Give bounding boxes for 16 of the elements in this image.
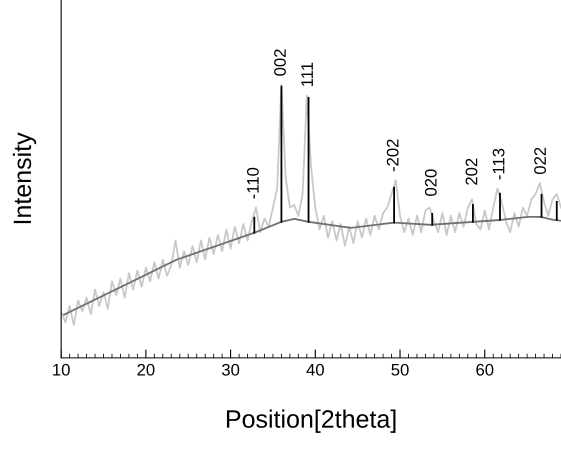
- annotation: 111: [301, 62, 313, 86]
- annotation: 020: [424, 169, 437, 196]
- annotation: -110: [246, 168, 259, 199]
- x-tick-label: 20: [137, 364, 154, 376]
- x-tick-label: 10: [53, 364, 70, 376]
- y-axis-title: Intensity: [12, 132, 36, 224]
- annotation: 022: [534, 148, 546, 174]
- annotation: 202: [466, 158, 478, 185]
- x-tick-label: 40: [306, 364, 324, 376]
- x-axis-title: Position[2theta]: [226, 410, 396, 433]
- x-tick-label: 50: [391, 364, 409, 376]
- annotation: -202: [386, 139, 399, 172]
- annotation: -113: [492, 148, 504, 180]
- annotation: 002: [274, 49, 286, 76]
- x-tick-label: 60: [476, 364, 494, 376]
- x-tick-label: 30: [222, 364, 240, 376]
